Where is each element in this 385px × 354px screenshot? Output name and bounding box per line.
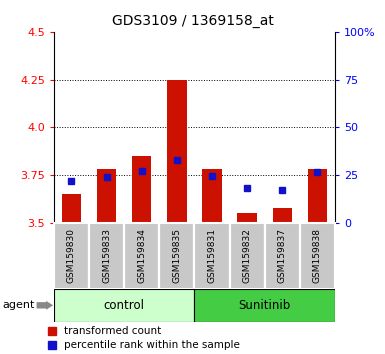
Bar bbox=[308, 170, 327, 223]
Text: GSM159834: GSM159834 bbox=[137, 228, 146, 283]
Text: GSM159833: GSM159833 bbox=[102, 228, 111, 283]
Bar bbox=[264, 223, 300, 289]
Bar bbox=[229, 223, 265, 289]
Bar bbox=[203, 170, 222, 223]
Text: GSM159835: GSM159835 bbox=[172, 228, 181, 283]
Bar bbox=[273, 208, 292, 223]
Bar bbox=[300, 223, 335, 289]
Bar bbox=[62, 194, 81, 223]
Text: transformed count: transformed count bbox=[64, 326, 161, 336]
Bar bbox=[54, 289, 194, 322]
Bar bbox=[159, 223, 194, 289]
Text: GDS3109 / 1369158_at: GDS3109 / 1369158_at bbox=[112, 14, 273, 28]
Bar bbox=[167, 80, 186, 223]
Bar bbox=[132, 156, 151, 223]
Bar bbox=[194, 289, 335, 322]
Bar bbox=[124, 223, 159, 289]
Text: GSM159830: GSM159830 bbox=[67, 228, 76, 283]
Bar bbox=[54, 223, 89, 289]
Text: control: control bbox=[104, 299, 145, 312]
Bar bbox=[194, 223, 229, 289]
Text: percentile rank within the sample: percentile rank within the sample bbox=[64, 340, 239, 350]
Text: GSM159837: GSM159837 bbox=[278, 228, 287, 283]
Bar bbox=[97, 170, 116, 223]
Bar bbox=[89, 223, 124, 289]
Text: GSM159832: GSM159832 bbox=[243, 228, 252, 283]
Text: GSM159838: GSM159838 bbox=[313, 228, 322, 283]
Text: Sunitinib: Sunitinib bbox=[239, 299, 291, 312]
Bar bbox=[238, 213, 257, 223]
Text: GSM159831: GSM159831 bbox=[208, 228, 216, 283]
Text: agent: agent bbox=[2, 300, 34, 310]
